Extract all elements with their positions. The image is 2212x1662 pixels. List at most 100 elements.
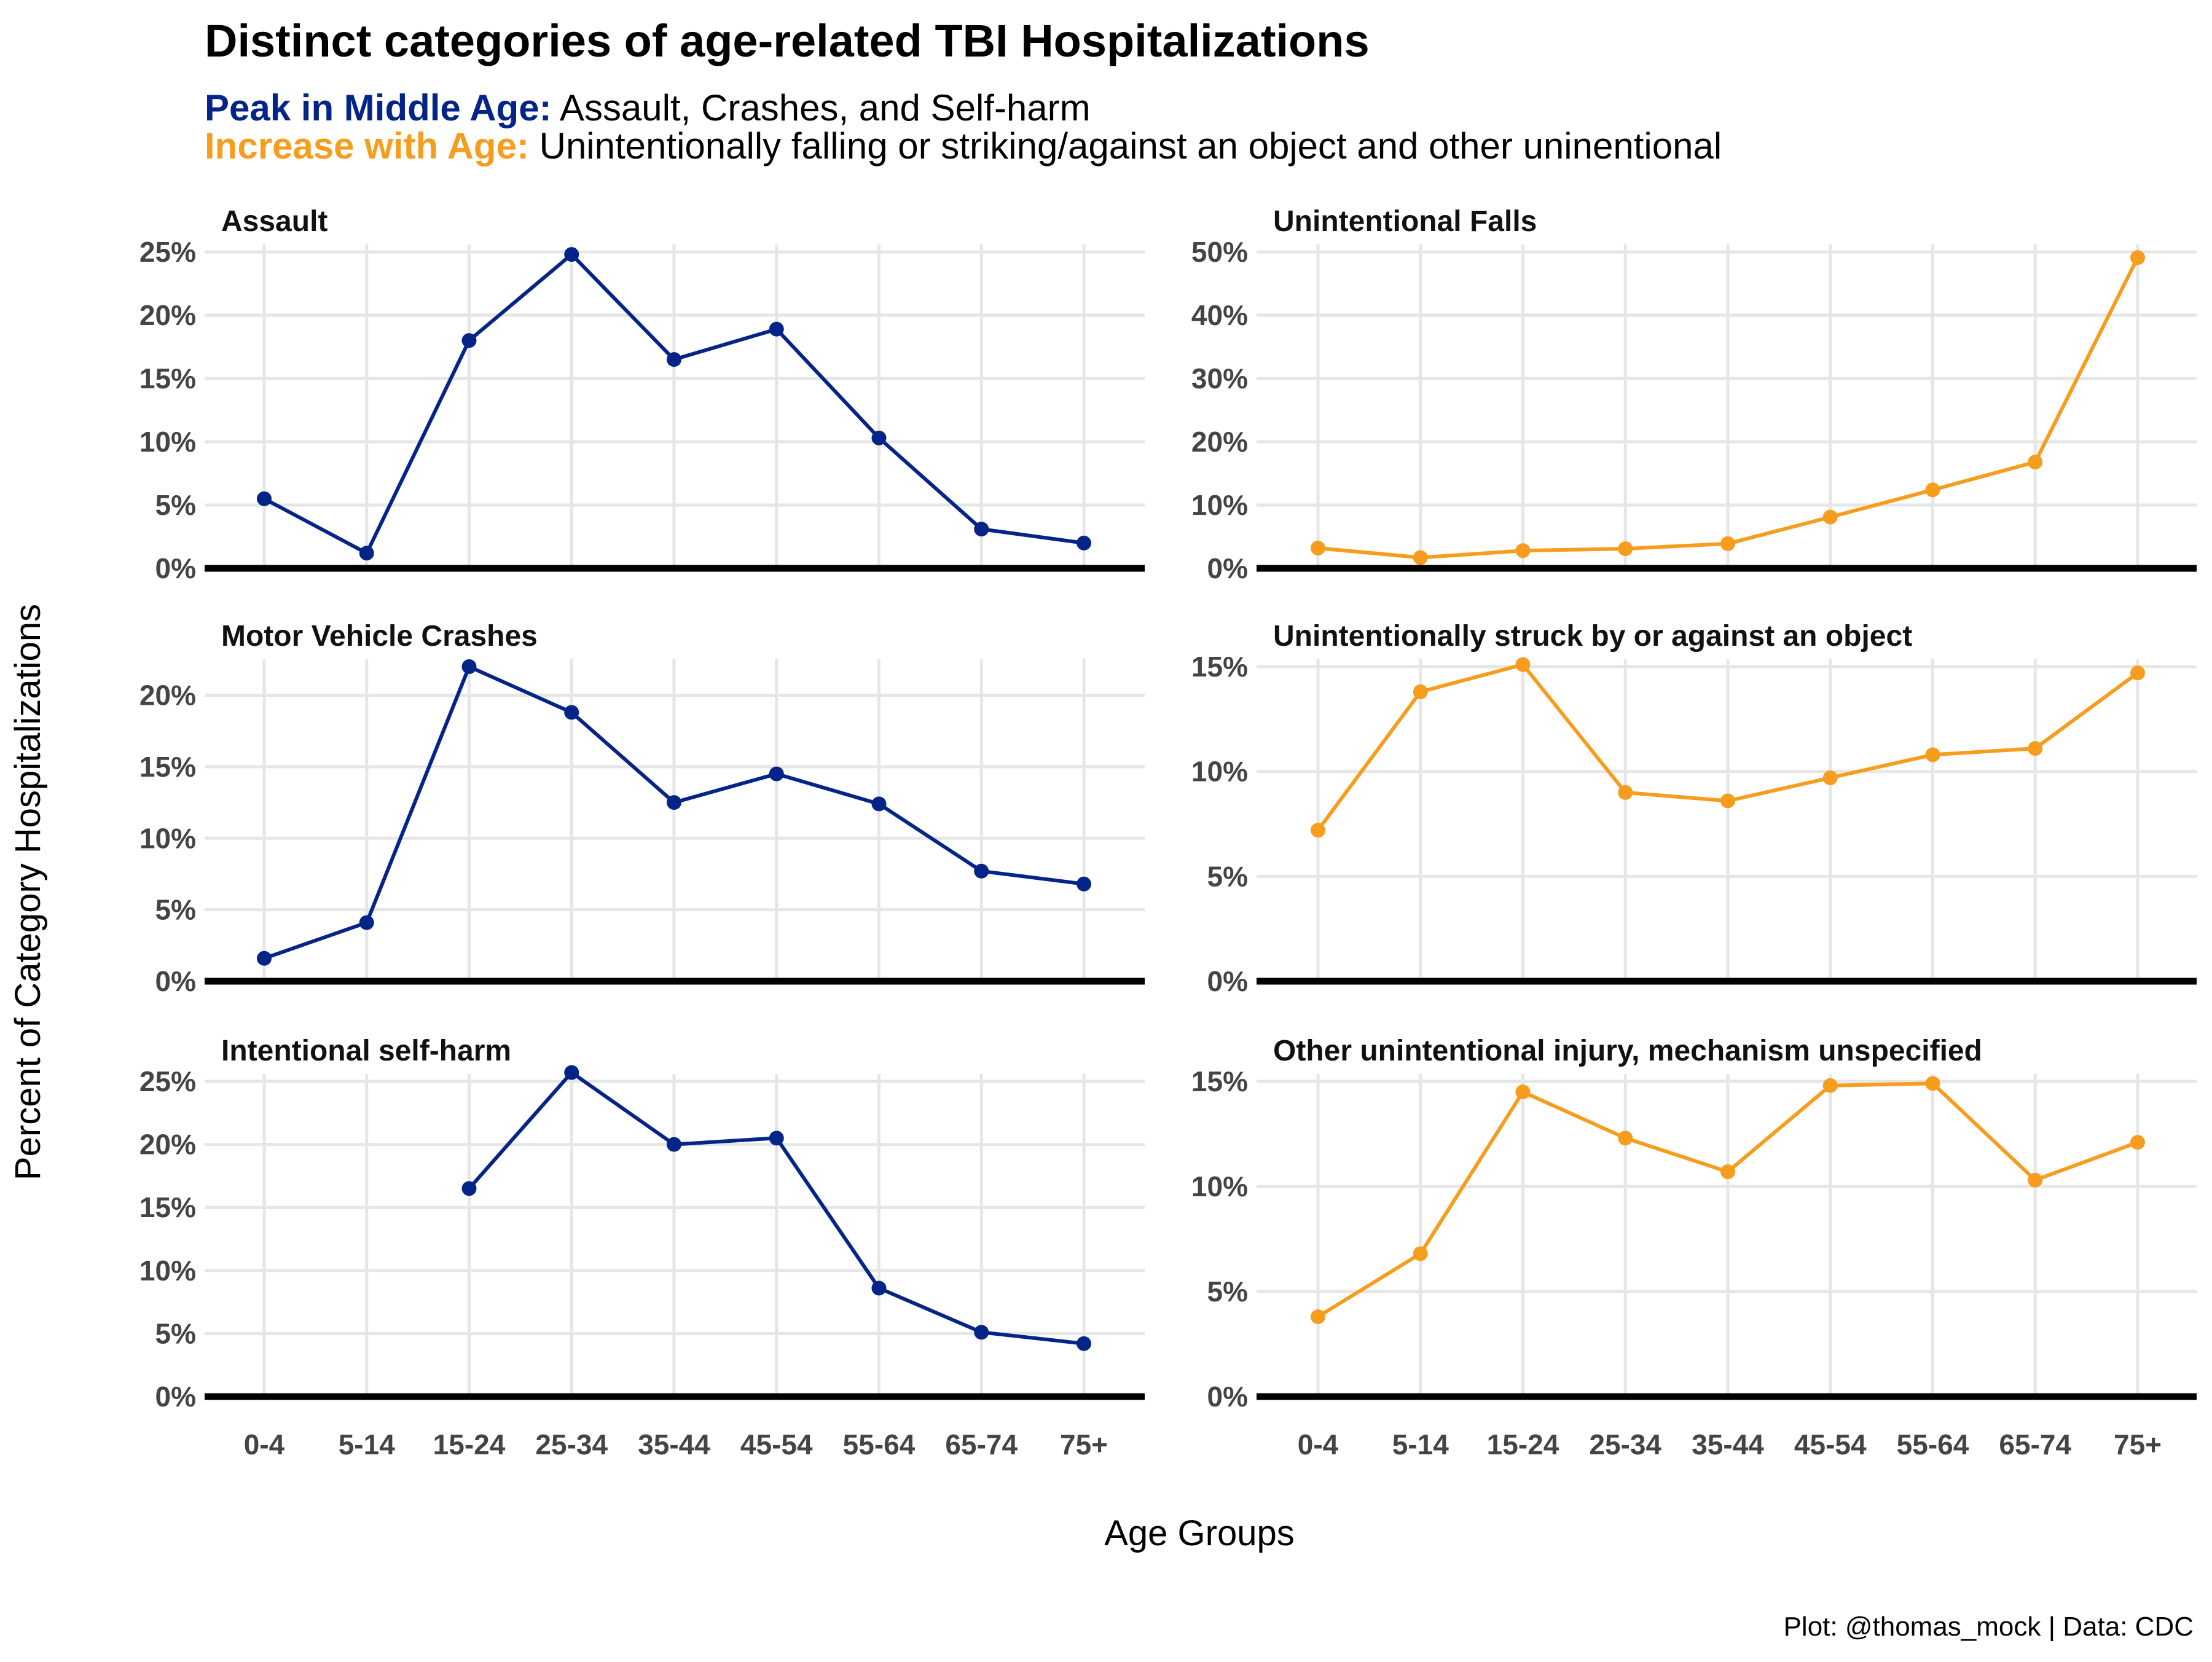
facet-title: Motor Vehicle Crashes bbox=[221, 620, 538, 653]
y-tick-label: 0% bbox=[1207, 965, 1248, 997]
y-tick-label: 20% bbox=[1191, 426, 1248, 458]
data-point bbox=[1077, 876, 1091, 892]
data-point bbox=[1925, 747, 1940, 762]
data-point bbox=[1515, 657, 1531, 672]
y-tick-label: 20% bbox=[139, 1129, 196, 1161]
subtitle-line-2-label: Increase with Age: bbox=[205, 125, 529, 167]
y-tick-label: 20% bbox=[139, 299, 196, 331]
y-tick-label: 5% bbox=[155, 894, 196, 926]
x-tick-label: 35-44 bbox=[1692, 1429, 1764, 1460]
x-tick-label: 15-24 bbox=[433, 1429, 506, 1460]
data-point bbox=[871, 1280, 887, 1296]
data-point bbox=[2130, 665, 2145, 681]
y-tick-label: 25% bbox=[139, 1065, 196, 1097]
data-point bbox=[2130, 1135, 2145, 1150]
y-tick-label: 10% bbox=[1191, 489, 1248, 521]
data-point bbox=[257, 491, 272, 506]
y-tick-label: 10% bbox=[1191, 1170, 1248, 1202]
x-tick-label: 65-74 bbox=[945, 1429, 1018, 1460]
y-tick-label: 5% bbox=[1207, 1276, 1248, 1307]
data-point bbox=[1925, 1076, 1940, 1091]
data-point bbox=[1822, 509, 1838, 525]
data-point bbox=[359, 546, 374, 561]
data-point bbox=[1413, 550, 1428, 565]
x-tick-label: 65-74 bbox=[1999, 1429, 2071, 1460]
y-tick-label: 0% bbox=[1207, 1381, 1248, 1413]
x-tick-label: 0-4 bbox=[1298, 1429, 1339, 1460]
data-point bbox=[974, 522, 989, 537]
data-point bbox=[1311, 1309, 1325, 1325]
data-point bbox=[1413, 684, 1428, 699]
x-tick-label: 0-4 bbox=[244, 1429, 285, 1460]
data-point bbox=[974, 1325, 989, 1340]
subtitle-line-1-label: Peak in Middle Age: bbox=[205, 87, 552, 128]
y-tick-label: 50% bbox=[1191, 236, 1248, 268]
data-point bbox=[1720, 536, 1735, 551]
data-point bbox=[2028, 1172, 2043, 1188]
data-point bbox=[769, 766, 784, 782]
subtitle-line-1-text: Assault, Crashes, and Self-harm bbox=[552, 87, 1091, 128]
panel-4: Intentional self-harm 0% 5% 10% 15% 20% 25% 0-4… bbox=[139, 1035, 1145, 1460]
data-point bbox=[769, 1131, 784, 1146]
y-tick-label: 10% bbox=[139, 822, 196, 854]
y-tick-label: 0% bbox=[155, 1381, 196, 1413]
subtitle-line-1: Peak in Middle Age: Assault, Crashes, an… bbox=[205, 87, 1091, 128]
panel-3: Unintentionally struck by or against an … bbox=[1191, 620, 2197, 997]
data-point bbox=[1822, 1078, 1838, 1093]
data-point bbox=[2130, 250, 2145, 265]
y-tick-label: 15% bbox=[139, 751, 196, 783]
data-point bbox=[1720, 793, 1735, 809]
x-tick-label: 5-14 bbox=[1392, 1429, 1449, 1460]
x-tick-label: 75+ bbox=[1060, 1429, 1108, 1460]
data-point bbox=[1720, 1164, 1735, 1180]
x-axis-title: Age Groups bbox=[1104, 1513, 1295, 1553]
data-point bbox=[1618, 1131, 1633, 1146]
data-point bbox=[667, 795, 681, 810]
data-point bbox=[564, 705, 579, 720]
subtitle-line-2-text: Unintentionally falling or striking/agai… bbox=[529, 125, 1722, 167]
data-point bbox=[1618, 785, 1633, 800]
data-point bbox=[1413, 1246, 1428, 1261]
x-tick-label: 25-34 bbox=[1589, 1429, 1661, 1460]
panel-2: Motor Vehicle Crashes 0% 5% 10% 15% 20% bbox=[139, 620, 1145, 997]
x-tick-label: 5-14 bbox=[339, 1429, 395, 1460]
data-point bbox=[1077, 535, 1091, 551]
data-point bbox=[1618, 541, 1633, 557]
y-tick-label: 5% bbox=[1207, 860, 1248, 892]
data-point bbox=[257, 951, 272, 966]
facet-panels: Assault 0% 5% 10% 15% 20% 25% Unintentional Fal… bbox=[139, 205, 2197, 1460]
y-tick-label: 0% bbox=[155, 552, 196, 584]
data-point bbox=[461, 659, 477, 674]
y-tick-label: 10% bbox=[139, 1255, 196, 1287]
y-tick-label: 20% bbox=[139, 680, 196, 711]
data-point bbox=[871, 430, 887, 445]
x-tick-label: 45-54 bbox=[1794, 1429, 1867, 1460]
data-point bbox=[461, 1181, 477, 1196]
y-axis-title: Percent of Category Hospitalizations bbox=[8, 604, 48, 1180]
data-point bbox=[564, 1065, 579, 1080]
data-point bbox=[667, 352, 681, 367]
data-point bbox=[1077, 1336, 1091, 1351]
y-tick-label: 10% bbox=[1191, 756, 1248, 788]
data-point bbox=[2028, 741, 2043, 756]
data-point bbox=[461, 333, 477, 348]
x-tick-label: 75+ bbox=[2114, 1429, 2162, 1460]
data-point bbox=[1515, 543, 1531, 559]
data-point bbox=[564, 247, 579, 262]
x-tick-label: 55-64 bbox=[843, 1429, 916, 1460]
data-point bbox=[871, 796, 887, 812]
x-tick-label: 45-54 bbox=[740, 1429, 813, 1460]
chart-title: Distinct categories of age-related TBI H… bbox=[205, 15, 1370, 66]
y-tick-label: 5% bbox=[155, 1317, 196, 1349]
panel-0: Assault 0% 5% 10% 15% 20% 25% bbox=[139, 205, 1145, 584]
y-tick-label: 15% bbox=[139, 363, 196, 394]
panel-5: Other unintentional injury, mechanism un… bbox=[1191, 1035, 2197, 1460]
data-point bbox=[769, 321, 784, 337]
facet-title: Intentional self-harm bbox=[221, 1035, 511, 1067]
data-point bbox=[359, 915, 374, 930]
panel-1: Unintentional Falls 0% 10% 20% 30% 40% 50% bbox=[1191, 205, 2197, 584]
facet-title: Unintentionally struck by or against an … bbox=[1273, 620, 1912, 653]
y-tick-label: 25% bbox=[139, 236, 196, 268]
